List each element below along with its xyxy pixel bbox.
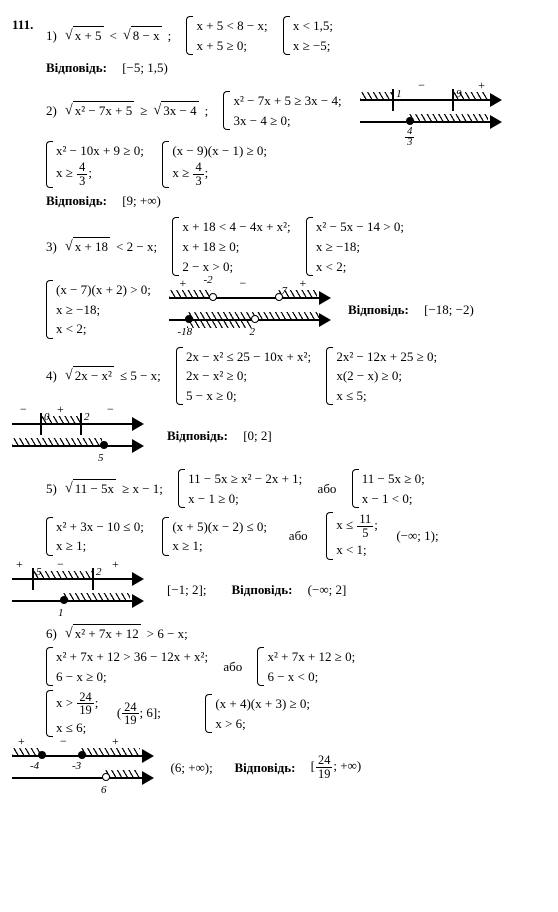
system: 11 − 5x ≥ x² − 2x + 1; x − 1 ≥ 0; [178, 469, 302, 508]
answer-value: [0; 2] [243, 427, 272, 445]
answer-value: [−18; −2) [424, 301, 474, 319]
answer-label: Відповідь: [46, 59, 107, 77]
problem-6: 6) x² + 7x + 12 > 6 − x; x² + 7x + 12 > … [46, 624, 546, 794]
system: x ≤ 115; x < 1; [326, 512, 378, 559]
answer-label: Відповідь: [234, 759, 295, 777]
system: x > 2419; x ≤ 6; [46, 690, 98, 737]
op: < [110, 27, 117, 45]
system: x + 18 < 4 − 4x + x²; x + 18 ≥ 0; 2 − x … [172, 217, 290, 276]
sqrt-expr: 11 − 5x [65, 479, 116, 498]
answer-label: Відповідь: [167, 427, 228, 445]
system: x < 1,5; x ≥ −5; [283, 16, 333, 55]
or-label: або [223, 658, 242, 676]
item-number: 4) [46, 367, 57, 385]
item-number: 6) [46, 625, 57, 643]
number-line-diagram: + − + -4 -3 [12, 745, 152, 789]
content: 1) x + 5 < 8 − x; x + 5 < 8 − x; x + 5 ≥… [46, 16, 546, 793]
answer-value: [9; +∞) [122, 192, 161, 210]
system: x + 5 < 8 − x; x + 5 ≥ 0; [186, 16, 267, 55]
problem-1: 1) x + 5 < 8 − x; x + 5 < 8 − x; x + 5 ≥… [46, 16, 546, 77]
answer-label: Відповідь: [46, 192, 107, 210]
item-number: 2) [46, 102, 57, 120]
interval: (−∞; 1); [396, 527, 438, 545]
system: x² + 3x − 10 ≤ 0; x ≥ 1; [46, 517, 144, 556]
answer-label: Відповідь: [231, 581, 292, 599]
problem-3: 3) x + 18 < 2 − x; x + 18 < 4 − 4x + x²;… [46, 217, 546, 338]
item-number: 3) [46, 238, 57, 256]
interval: (6; +∞); [171, 759, 213, 777]
number-line-diagram: + − + -2 7 [169, 287, 329, 331]
system: 2x² − 12x + 25 ≥ 0; x(2 − x) ≥ 0; x ≤ 5; [326, 347, 437, 406]
system: x² + 7x + 12 ≥ 0; 6 − x < 0; [257, 647, 355, 686]
answer-value: [2419; +∞) [311, 754, 361, 780]
page: 111. 1) x + 5 < 8 − x; x + 5 < 8 − x; x … [12, 16, 546, 793]
sqrt-expr: 8 − x [123, 26, 162, 45]
problem-set-number: 111. [12, 16, 42, 34]
system: (x + 4)(x + 3) ≥ 0; x > 6; [205, 694, 310, 733]
answer-label: Відповідь: [348, 301, 409, 319]
system: (x − 9)(x − 1) ≥ 0; x ≥ 43; [162, 141, 267, 188]
system: 2x − x² ≤ 25 − 10x + x²; 2x − x² ≥ 0; 5 … [176, 347, 311, 406]
system: x² + 7x + 12 > 36 − 12x + x²; 6 − x ≥ 0; [46, 647, 208, 686]
sqrt-expr: x² + 7x + 12 [65, 624, 141, 643]
problem-5: 5) 11 − 5x ≥ x − 1; 11 − 5x ≥ x² − 2x + … [46, 469, 546, 615]
number-line-diagram: + − + 5 2 1 [12, 568, 142, 612]
answer-value: [−5; 1,5) [122, 59, 168, 77]
interval: (2419; 6]; [117, 701, 161, 727]
problem-4: 4) 2x − x² ≤ 5 − x; 2x − x² ≤ 25 − 10x +… [46, 347, 546, 462]
system: (x + 5)(x − 2) ≤ 0; x ≥ 1; [162, 517, 267, 556]
number-line-diagram: − + − 0 2 5 [12, 413, 142, 457]
problem-2: 2) x² − 7x + 5 ≥ 3x − 4; x² − 7x + 5 ≥ 3… [46, 85, 546, 210]
answer-value: (−∞; 2] [308, 581, 347, 599]
system: x² − 10x + 9 ≥ 0; x ≥ 43; [46, 141, 144, 188]
sqrt-expr: x² − 7x + 5 [65, 101, 134, 120]
or-label: або [289, 527, 308, 545]
system: x² − 7x + 5 ≥ 3x − 4; 3x − 4 ≥ 0; [223, 91, 341, 130]
system: (x − 7)(x + 2) > 0; x ≥ −18; x < 2; [46, 280, 151, 339]
system: 11 − 5x ≥ 0; x − 1 < 0; [352, 469, 425, 508]
sqrt-expr: 3x − 4 [153, 101, 198, 120]
sqrt-expr: x + 5 [65, 26, 104, 45]
or-label: або [318, 480, 337, 498]
sqrt-expr: x + 18 [65, 237, 110, 256]
item-number: 5) [46, 480, 57, 498]
sqrt-expr: 2x − x² [65, 366, 114, 385]
system: x² − 5x − 14 > 0; x ≥ −18; x < 2; [306, 217, 404, 276]
interval: [−1; 2]; [167, 581, 206, 599]
number-line-diagram: − + 1 9 43 [360, 89, 500, 133]
item-number: 1) [46, 27, 57, 45]
